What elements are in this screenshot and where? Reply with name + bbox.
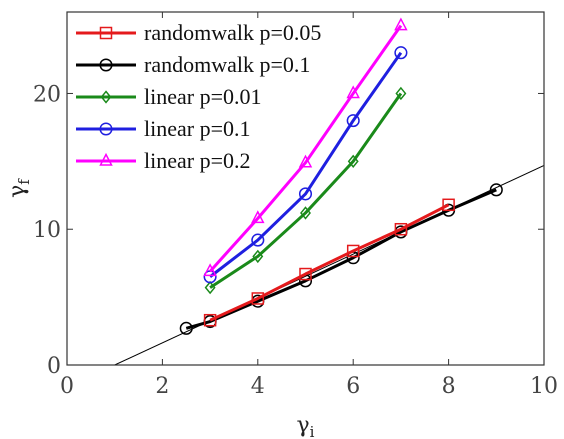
- legend-marker: [99, 58, 113, 72]
- legend: randomwalk p=0.05 randomwalk p=0.1 linear …: [76, 20, 321, 173]
- series-line: [208, 24, 403, 273]
- x-tick-label: 4: [251, 374, 265, 399]
- data-point: [204, 280, 216, 295]
- legend-item: linear p=0.2: [76, 148, 251, 173]
- data-point: [346, 114, 360, 128]
- legend-item: randomwalk p=0.05: [76, 20, 321, 45]
- data-point: [394, 222, 408, 236]
- data-point: [346, 244, 360, 258]
- data-point: [395, 86, 407, 101]
- series-line: [209, 203, 450, 322]
- legend-marker: [99, 26, 113, 40]
- series-0: [203, 198, 455, 327]
- x-tick-label: 2: [155, 374, 169, 399]
- plot-frame: [66, 11, 545, 366]
- data-point: [251, 233, 265, 247]
- data-point: [300, 206, 311, 220]
- x-tick-label: 8: [442, 374, 456, 399]
- x-tick-label: 10: [530, 374, 558, 399]
- legend-label: linear p=0.2: [144, 148, 251, 173]
- legend-marker: [100, 90, 112, 104]
- series-4: [203, 17, 408, 277]
- y-tick-label: 20: [33, 82, 61, 107]
- data-point: [252, 249, 264, 264]
- y-tick-label: 0: [47, 354, 61, 379]
- x-axis-label: γi: [297, 413, 315, 439]
- y-tick-label: 10: [33, 218, 61, 243]
- series-layer: [179, 17, 503, 335]
- legend-marker: [99, 122, 113, 136]
- data-point: [203, 263, 217, 277]
- data-point: [251, 210, 265, 224]
- data-point: [346, 85, 360, 99]
- x-tick-label: 6: [346, 374, 360, 399]
- series-2: [204, 86, 407, 295]
- legend-label: randomwalk p=0.05: [144, 20, 321, 45]
- legend-label: linear p=0.1: [144, 116, 251, 141]
- x-tick-label: 0: [60, 374, 74, 399]
- data-point: [394, 46, 408, 60]
- data-point: [203, 313, 217, 327]
- series-line: [209, 51, 403, 278]
- data-point: [394, 17, 408, 31]
- data-point: [442, 198, 455, 212]
- series-line: [209, 92, 403, 289]
- legend-label: randomwalk p=0.1: [144, 52, 310, 77]
- data-point: [298, 187, 313, 201]
- tick-layer: 0 2 4 6 8 10 0 10 20: [33, 12, 558, 399]
- data-point: [489, 183, 503, 197]
- legend-label: linear p=0.01: [144, 84, 262, 109]
- legend-item: linear p=0.1: [76, 116, 251, 141]
- data-point: [251, 292, 265, 305]
- data-point: [347, 154, 359, 169]
- data-point: [299, 267, 312, 281]
- data-point: [179, 321, 193, 335]
- legend-item: linear p=0.01: [76, 84, 262, 109]
- data-point: [298, 154, 313, 168]
- legend-item: randomwalk p=0.1: [76, 52, 310, 77]
- legend-marker: [99, 152, 113, 166]
- y-axis-label: γf: [5, 178, 33, 198]
